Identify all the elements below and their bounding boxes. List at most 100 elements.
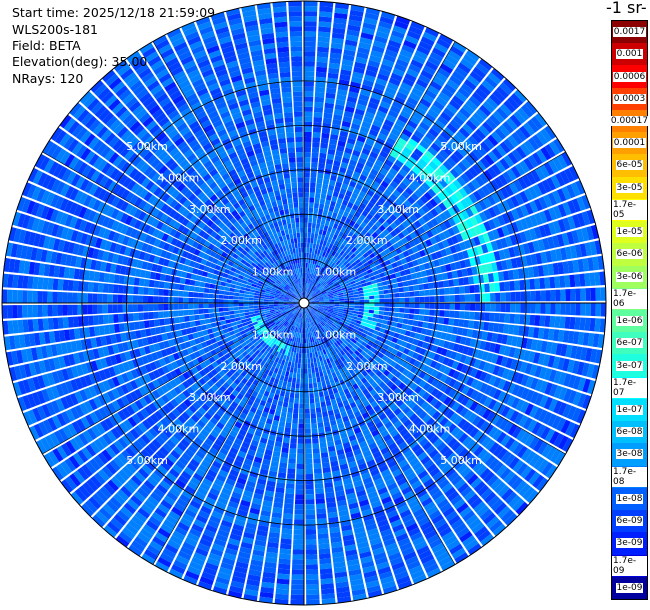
ppi-gate	[229, 367, 237, 375]
ppi-gate	[42, 419, 53, 434]
ppi-gate	[246, 399, 254, 407]
ppi-gate	[185, 408, 194, 417]
ppi-gate	[121, 527, 136, 540]
ppi-gate	[292, 549, 304, 555]
ppi-gate	[431, 452, 443, 463]
ppi-gate	[305, 307, 308, 313]
ppi-gate	[400, 353, 408, 361]
ppi-gate	[510, 93, 524, 107]
ppi-gate	[350, 81, 361, 89]
ppi-gate	[520, 204, 529, 217]
ppi-gate	[170, 421, 180, 432]
ppi-gate	[324, 486, 334, 494]
ppi-gate	[342, 246, 348, 252]
ppi-gate	[387, 82, 399, 91]
ppi-gate	[409, 115, 421, 125]
ppi-gate	[541, 179, 552, 193]
ppi-gate	[145, 460, 156, 472]
ppi-gate	[509, 410, 520, 423]
ppi-gate	[299, 403, 304, 409]
ppi-gate	[416, 545, 430, 556]
ppi-gate	[444, 467, 456, 478]
ppi-gate	[352, 288, 359, 293]
ppi-gate	[147, 381, 156, 392]
ppi-gate	[322, 230, 327, 236]
ppi-gate	[365, 69, 377, 78]
ppi-gate	[266, 315, 272, 320]
ppi-gate	[305, 524, 316, 530]
ppi-gate	[416, 420, 425, 430]
ppi-gate	[312, 315, 316, 320]
ppi-gate	[528, 137, 540, 151]
ppi-gate	[402, 146, 413, 156]
ppi-gate	[368, 288, 374, 293]
ppi-gate	[227, 405, 236, 413]
ppi-gate	[393, 210, 401, 219]
ppi-gate	[377, 73, 389, 82]
ppi-gate	[397, 580, 413, 590]
ppi-gate	[454, 66, 468, 78]
ppi-gate	[315, 228, 320, 234]
ppi-gate	[358, 546, 371, 554]
ppi-gate	[393, 266, 400, 273]
ppi-gate	[356, 162, 365, 170]
ppi-gate	[102, 380, 111, 391]
ppi-gate	[300, 307, 303, 313]
ppi-gate	[263, 454, 272, 461]
ppi-gate	[435, 346, 443, 355]
ppi-gate	[368, 442, 378, 450]
ppi-gate	[310, 310, 315, 315]
ppi-gate	[544, 428, 556, 443]
ppi-gate	[338, 209, 345, 216]
ppi-gate	[298, 428, 304, 434]
ppi-gate	[348, 132, 358, 140]
ppi-gate	[375, 253, 383, 260]
ppi-gate	[481, 243, 489, 254]
ppi-gate	[433, 424, 443, 434]
ppi-gate	[320, 344, 325, 350]
ppi-gate	[426, 211, 435, 220]
ppi-gate	[409, 426, 419, 436]
ppi-gate	[198, 446, 209, 455]
ppi-gate	[64, 458, 76, 472]
ppi-gate	[422, 382, 431, 391]
ppi-gate	[113, 365, 121, 376]
ppi-gate	[408, 476, 420, 486]
ppi-gate	[327, 445, 336, 452]
ppi-gate	[435, 153, 446, 164]
ppi-gate	[552, 190, 562, 204]
ppi-gate	[265, 556, 278, 564]
ppi-gate	[353, 480, 364, 488]
ppi-gate	[116, 386, 125, 397]
ppi-gate	[328, 282, 334, 287]
ppi-gate	[260, 354, 266, 360]
ppi-gate	[138, 386, 148, 397]
ppi-gate	[364, 454, 374, 463]
ppi-gate	[449, 245, 457, 254]
ppi-gate	[330, 285, 336, 290]
ppi-gate	[429, 434, 440, 445]
ppi-gate	[343, 478, 353, 485]
ppi-gate	[344, 228, 351, 236]
ppi-gate	[247, 411, 255, 418]
ppi-gate	[354, 229, 361, 237]
ppi-gate	[140, 528, 154, 540]
ppi-gate	[410, 152, 421, 162]
ppi-gate	[252, 402, 259, 409]
ppi-gate	[313, 300, 319, 302]
ppi-gate	[506, 96, 520, 110]
ppi-gate	[512, 442, 524, 456]
ppi-gate	[452, 115, 465, 126]
ppi-gate	[562, 358, 570, 372]
ppi-gate	[539, 211, 548, 224]
ppi-gate	[413, 237, 421, 246]
ppi-gate	[293, 529, 304, 535]
ppi-gate	[304, 418, 311, 424]
ppi-gate	[489, 179, 500, 191]
ppi-gate	[390, 446, 400, 455]
ppi-gate	[530, 290, 536, 302]
ppi-gate	[148, 427, 159, 438]
ppi-gate	[249, 394, 256, 402]
ppi-gate	[511, 498, 525, 512]
ppi-gate	[576, 409, 586, 424]
